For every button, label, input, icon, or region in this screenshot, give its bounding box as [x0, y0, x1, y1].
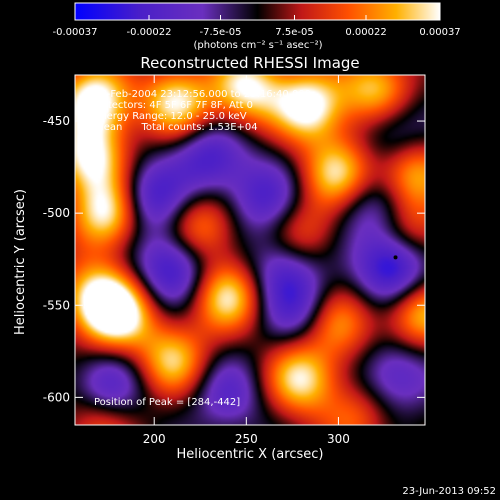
colorbar-units: (photons cm⁻² s⁻¹ asec⁻²) — [193, 40, 322, 51]
colorbar-tick-label: -0.00037 — [53, 27, 98, 38]
y-axis-label: Heliocentric Y (arcsec) — [13, 189, 28, 335]
x-tick-label: 200 — [143, 432, 166, 446]
chart-title: Reconstructed RHESSI Image — [140, 54, 359, 72]
colorbar-tick-label: -7.5e-05 — [200, 27, 242, 38]
axis-ticks: 200 250 300 -450 -500 -550 -600 — [43, 75, 425, 446]
x-axis-label: Heliocentric X (arcsec) — [177, 447, 324, 462]
heatmap-image — [75, 75, 425, 425]
peak-position-label: Position of Peak = [284,-442] — [94, 397, 240, 408]
y-tick-label: -450 — [43, 114, 70, 128]
colorbar — [74, 2, 441, 21]
annotation-time: 28-Feb-2004 23:12:56.000 to 23:16:40.000 — [94, 89, 311, 100]
annotation-energy: Energy Range: 12.0 - 25.0 keV — [94, 111, 247, 122]
colorbar-ticks: -0.00037 -0.00022 -7.5e-05 7.5e-05 0.00022 0.… — [53, 15, 461, 38]
y-tick-label: -600 — [43, 390, 70, 404]
x-tick-label: 250 — [235, 432, 258, 446]
annotations: 28-Feb-2004 23:12:56.000 to 23:16:40.000… — [94, 89, 311, 133]
y-tick-label: -550 — [43, 298, 70, 312]
colorbar-tick-label: 0.00022 — [345, 27, 386, 38]
colorbar-tick-label: 7.5e-05 — [275, 27, 313, 38]
colorbar-tick-label: 0.00037 — [419, 27, 460, 38]
x-tick-label: 300 — [327, 432, 350, 446]
peak-marker — [393, 255, 398, 260]
annotation-detectors: Detectors: 4F 5F 6F 7F 8F, Att 0 — [94, 100, 253, 111]
y-tick-label: -500 — [43, 206, 70, 220]
annotation-clean: Clean Total counts: 1.53E+04 — [94, 122, 258, 133]
footer-timestamp: 23-Jun-2013 09:52 — [402, 486, 496, 497]
plot-frame — [74, 74, 426, 426]
colorbar-tick-label: -0.00022 — [127, 27, 172, 38]
